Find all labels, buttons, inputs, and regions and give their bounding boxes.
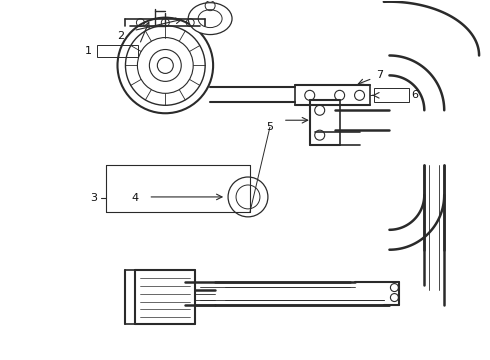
Ellipse shape [118,18,213,113]
Text: 2: 2 [117,31,124,41]
Text: 6: 6 [411,90,418,100]
Bar [374,88,409,102]
Ellipse shape [228,177,268,217]
Bar [97,45,138,58]
Ellipse shape [188,3,232,35]
Text: 5: 5 [267,122,273,132]
Text: 1: 1 [85,45,92,55]
Text: 4: 4 [132,193,139,203]
Text: 3: 3 [90,193,97,203]
Text: 7: 7 [376,71,383,80]
